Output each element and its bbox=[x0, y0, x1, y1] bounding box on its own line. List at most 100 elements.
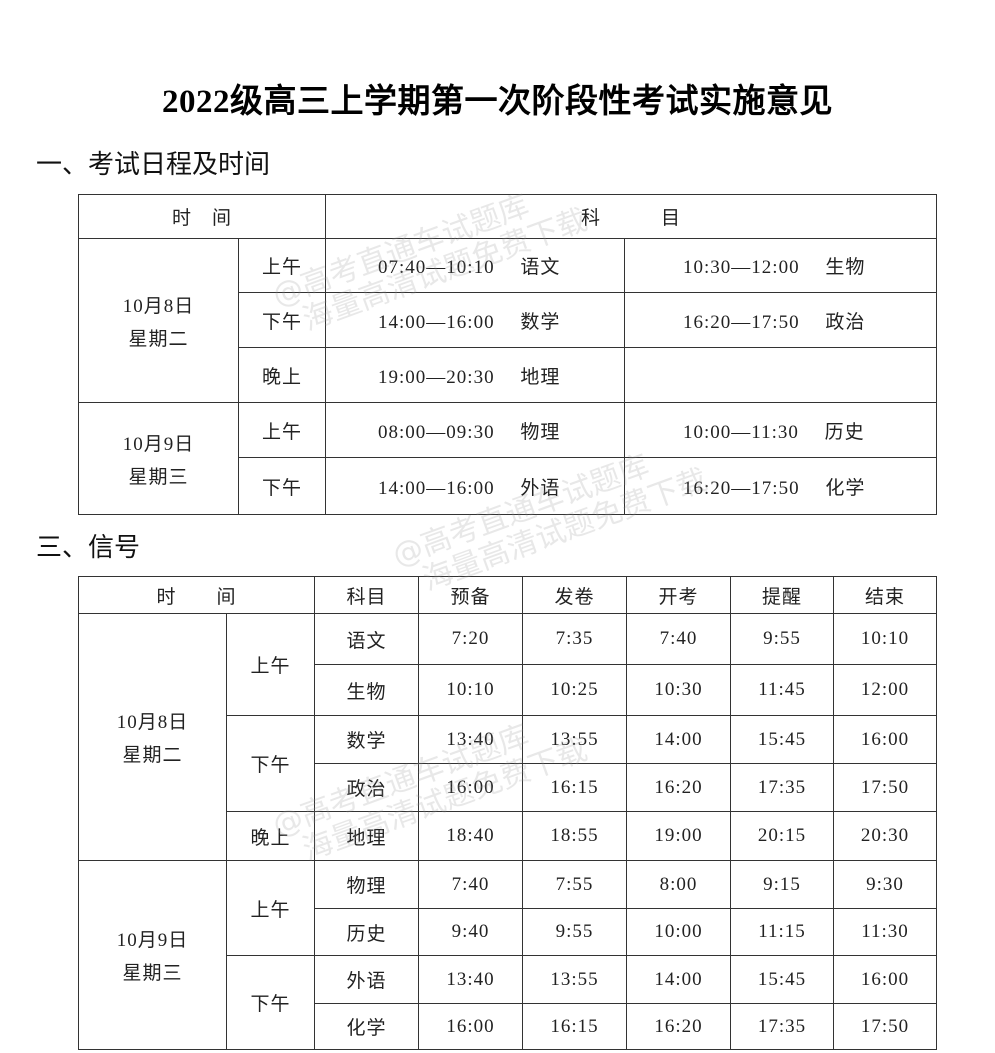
signal-time: 15:45 bbox=[730, 955, 835, 1004]
signal-time: 16:20 bbox=[626, 763, 732, 812]
table-row: 晚上 19:00—20:30 地理 bbox=[79, 347, 938, 403]
table-row: 政治 16:00 16:15 16:20 17:35 17:50 bbox=[79, 763, 938, 812]
table-row: 下午 14:00—16:00 外语 16:20—17:50 化学 bbox=[79, 457, 938, 515]
signal-time: 10:10 bbox=[418, 664, 524, 716]
signal-time: 18:55 bbox=[522, 811, 628, 861]
exam-subject: 数学 bbox=[520, 311, 561, 333]
exam-time: 10:30—12:00 bbox=[683, 257, 800, 278]
signal-time: 9:40 bbox=[418, 908, 524, 956]
exam-time: 16:20—17:50 bbox=[683, 311, 800, 333]
column-header: 科目 bbox=[314, 576, 420, 614]
subject-cell: 语文 bbox=[314, 613, 420, 665]
exam-subject: 物理 bbox=[520, 421, 561, 443]
signal-time: 16:00 bbox=[833, 715, 938, 764]
weekday: 星期二 bbox=[122, 745, 183, 766]
subject-cell: 物理 bbox=[314, 860, 420, 909]
signal-time: 18:40 bbox=[418, 811, 524, 861]
exam-time: 19:00—20:30 bbox=[378, 366, 495, 388]
signal-time: 17:50 bbox=[833, 1003, 938, 1050]
signal-time: 16:00 bbox=[418, 763, 524, 812]
signal-time: 17:50 bbox=[833, 763, 938, 812]
signal-time: 11:45 bbox=[730, 664, 835, 716]
signal-time: 12:00 bbox=[833, 664, 938, 716]
date-cell: 10月8日星期二 bbox=[78, 613, 227, 861]
table-row: 化学 16:00 16:15 16:20 17:35 17:50 bbox=[79, 1003, 938, 1050]
signal-time: 20:30 bbox=[833, 811, 938, 861]
column-header: 结束 bbox=[833, 576, 938, 614]
signal-time: 15:45 bbox=[730, 715, 835, 764]
exam-slot: 16:20—17:50 化学 bbox=[624, 457, 938, 515]
table-row: 10月9日 星期三 上午 物理 7:40 7:55 8:00 9:15 9:30 bbox=[78, 860, 938, 1050]
table-row: 10月8日 星期二 上午 语文 7:20 7:35 7:40 9:55 10:10 bbox=[78, 613, 938, 861]
exam-subject: 地理 bbox=[520, 366, 561, 388]
exam-time: 14:00—16:00 bbox=[378, 311, 495, 333]
period-cell: 上午 bbox=[237, 238, 327, 293]
signal-time: 9:15 bbox=[730, 860, 835, 909]
exam-slot: 10:00—11:30 历史 bbox=[624, 402, 938, 458]
signal-table: 时 间科目 预备 发卷 开考 提醒 结束 10月8日 星期二 上午 语文 7:20 7:35 7:40 9… bbox=[77, 576, 938, 1050]
exam-subject: 生物 bbox=[825, 257, 866, 278]
signal-time: 16:20 bbox=[626, 1003, 732, 1050]
exam-subject: 外语 bbox=[520, 477, 561, 499]
period-cell: 上午 bbox=[237, 402, 327, 458]
column-header: 提醒 bbox=[730, 576, 835, 614]
weekday: 星期三 bbox=[128, 466, 189, 488]
header-subject: 科 目 bbox=[325, 194, 938, 239]
signal-time: 13:40 bbox=[418, 955, 524, 1004]
table-row: 10月8日 星期二 上午 07:40—10:10 语文 10:30—12:00 生物 bbox=[78, 238, 938, 403]
signal-time: 20:15 bbox=[730, 811, 835, 861]
subject-cell: 地理 bbox=[314, 811, 420, 861]
period-cell: 上午 bbox=[225, 860, 316, 956]
table-row: 生物 10:10 10:25 10:30 11:45 12:00 bbox=[79, 664, 938, 716]
subject-cell: 政治 bbox=[314, 763, 420, 812]
signal-time: 10:30 bbox=[626, 664, 732, 716]
exam-time: 10:00—11:30 bbox=[683, 421, 799, 443]
date: 10月8日 bbox=[116, 712, 189, 733]
date: 10月9日 bbox=[116, 930, 189, 951]
subject-cell: 数学 bbox=[314, 715, 420, 764]
signal-time: 7:55 bbox=[522, 860, 628, 909]
exam-slot: 14:00—16:00 外语 bbox=[325, 457, 626, 515]
exam-subject: 语文 bbox=[520, 257, 561, 278]
period-cell: 下午 bbox=[225, 955, 316, 1050]
exam-subject: 历史 bbox=[824, 421, 865, 443]
signal-time: 8:00 bbox=[626, 860, 732, 909]
signal-time: 16:00 bbox=[418, 1003, 524, 1050]
section-heading-signals: 三、信号 bbox=[36, 533, 141, 563]
weekday: 星期二 bbox=[128, 328, 189, 350]
date-cell: 10月9日 星期三 bbox=[78, 860, 227, 1050]
signal-time: 17:35 bbox=[730, 763, 835, 812]
exam-slot: 07:40—10:10 语文 bbox=[325, 238, 626, 293]
signal-time: 7:35 bbox=[522, 613, 628, 665]
signal-time: 9:55 bbox=[522, 908, 628, 956]
signal-time: 16:15 bbox=[522, 1003, 628, 1050]
exam-time: 14:00—16:00 bbox=[378, 477, 495, 499]
exam-time: 16:20—17:50 bbox=[683, 477, 800, 499]
column-header: 预备 bbox=[418, 576, 524, 614]
exam-schedule-table: 时 间科 目 10月8日 星期二 上午 07:40—10:10 语文 10:30—12:0… bbox=[77, 194, 938, 515]
date: 10月9日 bbox=[122, 433, 195, 455]
signal-time: 7:40 bbox=[626, 613, 732, 665]
table-row: 下午 14:00—16:00 数学 16:20—17:50 政治 bbox=[79, 292, 938, 348]
table-row: 10月9日星期三 上午 08:00—09:30 物理 10:00—11:30 历史 bbox=[78, 402, 938, 515]
signal-time: 9:30 bbox=[833, 860, 938, 909]
date-cell: 10月8日 星期二 bbox=[78, 238, 239, 403]
column-header: 开考 bbox=[626, 576, 732, 614]
exam-subject: 化学 bbox=[825, 477, 866, 499]
exam-subject: 政治 bbox=[825, 311, 866, 333]
period-cell: 下午 bbox=[225, 715, 316, 812]
table-row: 下午 外语 13:40 13:55 14:00 15:45 16:00 bbox=[79, 955, 938, 1050]
period-cell: 上午 bbox=[225, 613, 316, 716]
subject-cell: 生物 bbox=[314, 664, 420, 716]
signal-time: 7:40 bbox=[418, 860, 524, 909]
subject-cell: 化学 bbox=[314, 1003, 420, 1050]
period-cell: 下午 bbox=[237, 457, 327, 515]
header-time: 时 间 bbox=[77, 576, 316, 614]
table-row: 历史 9:40 9:55 10:00 11:15 11:30 bbox=[79, 908, 938, 956]
empty-slot bbox=[624, 347, 938, 403]
signal-time: 9:55 bbox=[730, 613, 835, 665]
exam-time: 08:00—09:30 bbox=[378, 421, 495, 443]
table-row: 下午 数学 13:40 13:55 14:00 15:45 16:00 bbox=[79, 715, 938, 812]
signal-time: 14:00 bbox=[626, 955, 732, 1004]
exam-slot: 14:00—16:00 数学 bbox=[325, 292, 626, 348]
